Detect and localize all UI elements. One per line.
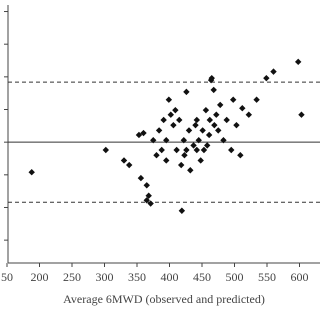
point	[140, 129, 147, 137]
point	[150, 137, 157, 144]
x-tick-label: 300	[96, 270, 114, 284]
point	[195, 137, 202, 144]
point	[237, 152, 244, 159]
point	[155, 127, 163, 134]
point	[158, 146, 165, 154]
point	[199, 127, 206, 134]
point	[210, 86, 217, 94]
point	[178, 161, 185, 169]
point	[228, 146, 235, 154]
point	[197, 157, 204, 164]
point	[220, 137, 227, 144]
point	[160, 116, 167, 124]
x-tick-label: 350	[128, 270, 146, 284]
point	[163, 137, 170, 144]
point	[143, 197, 150, 204]
point	[173, 146, 180, 154]
point	[135, 131, 143, 139]
point	[270, 68, 277, 75]
point	[263, 74, 270, 82]
point	[165, 96, 173, 103]
x-tick-label: 600	[291, 270, 309, 284]
point	[181, 152, 188, 159]
point	[187, 167, 194, 174]
point	[167, 111, 174, 118]
point	[205, 131, 213, 139]
point	[28, 169, 35, 176]
point	[192, 121, 199, 129]
point	[193, 116, 200, 124]
point	[183, 88, 190, 96]
point	[178, 207, 186, 214]
point	[217, 101, 224, 109]
x-tick-label: 500	[226, 270, 244, 284]
point	[183, 146, 190, 154]
point	[223, 116, 230, 124]
point	[176, 116, 183, 124]
point	[200, 146, 208, 154]
point	[137, 174, 145, 182]
point	[204, 142, 211, 149]
x-axis-label: Average 6MWD (observed and predicted)	[63, 292, 265, 306]
point	[208, 74, 215, 82]
point	[215, 127, 222, 134]
point	[213, 111, 220, 118]
point	[233, 121, 240, 129]
point	[126, 161, 133, 169]
x-tick-label: 200	[31, 270, 49, 284]
point	[239, 105, 246, 112]
point	[185, 127, 193, 134]
point	[253, 96, 260, 103]
x-tick-label: 550	[258, 270, 276, 284]
point	[102, 146, 109, 154]
point	[163, 157, 170, 164]
x-tick-label: 50	[1, 270, 13, 284]
point	[120, 157, 128, 164]
x-tick-label: 450	[193, 270, 211, 284]
point	[298, 111, 305, 118]
point	[206, 116, 213, 124]
point	[170, 121, 177, 129]
point	[145, 192, 152, 199]
x-tick-label: 250	[63, 270, 81, 284]
point	[295, 58, 302, 66]
point	[230, 96, 237, 103]
point	[147, 200, 154, 207]
x-tick-label: 400	[161, 270, 179, 284]
point	[172, 106, 179, 114]
point	[211, 121, 218, 129]
point	[143, 182, 150, 189]
point	[153, 152, 160, 159]
point	[193, 146, 200, 154]
point	[190, 142, 197, 149]
point	[245, 111, 252, 118]
point	[202, 106, 210, 114]
point	[180, 137, 187, 144]
